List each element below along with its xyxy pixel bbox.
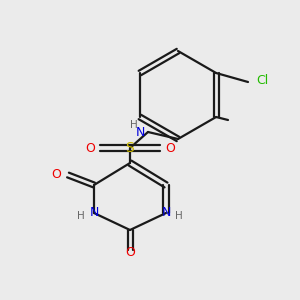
Text: Cl: Cl: [256, 74, 268, 88]
Text: H: H: [175, 211, 183, 221]
Text: O: O: [125, 245, 135, 259]
Text: H: H: [77, 211, 85, 221]
Text: N: N: [136, 125, 145, 139]
Text: S: S: [126, 141, 134, 155]
Text: N: N: [161, 206, 171, 220]
Text: H: H: [130, 120, 138, 130]
Text: O: O: [51, 169, 61, 182]
Text: N: N: [89, 206, 99, 220]
Text: O: O: [165, 142, 175, 154]
Text: O: O: [85, 142, 95, 154]
